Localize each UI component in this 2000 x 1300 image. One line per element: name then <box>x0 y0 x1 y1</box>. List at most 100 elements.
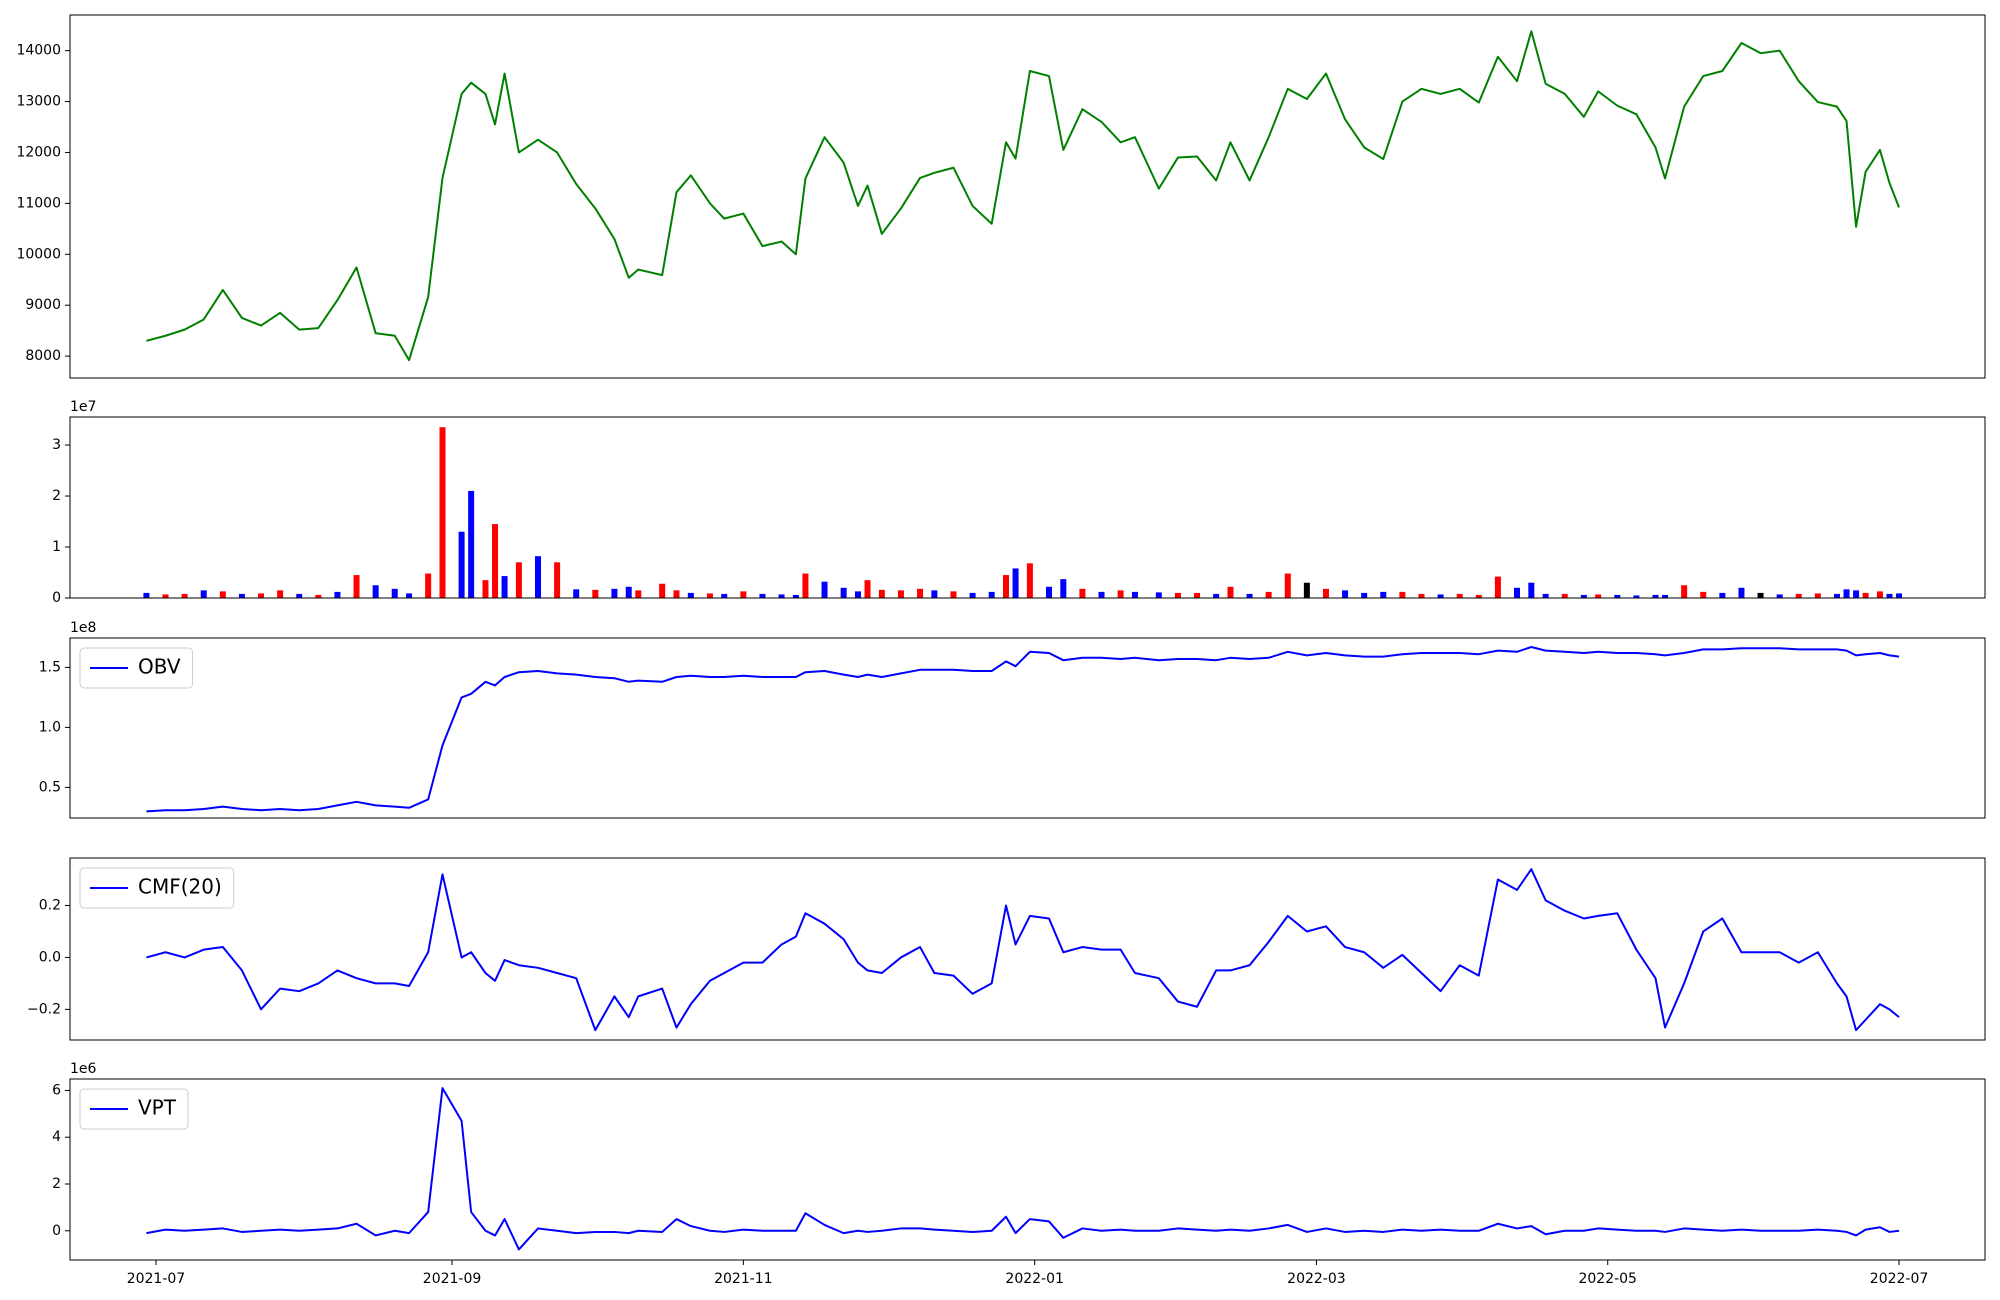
bar <box>1795 593 1802 598</box>
y-tick-label: 12000 <box>16 144 61 160</box>
bar <box>1342 590 1349 598</box>
bar <box>840 587 847 598</box>
bar <box>1303 582 1310 598</box>
plot-frame <box>69 637 1986 819</box>
bar <box>1418 593 1425 598</box>
y-tick-label: −0.2 <box>27 1001 61 1017</box>
bar <box>1681 585 1688 598</box>
bar <box>1776 594 1783 598</box>
bar <box>1633 595 1640 598</box>
y-tick-label: 14000 <box>16 43 61 59</box>
bar <box>482 580 489 598</box>
plot-frame <box>69 857 1986 1041</box>
bar <box>458 531 465 598</box>
bar <box>1513 587 1520 598</box>
x-tick-label: 2022-01 <box>1005 1271 1064 1287</box>
bar <box>573 589 580 598</box>
bar <box>673 590 680 598</box>
x-tick-label: 2022-03 <box>1287 1271 1346 1287</box>
bar <box>554 562 561 598</box>
bar <box>406 593 413 598</box>
bar <box>1213 593 1220 598</box>
bar <box>1561 593 1568 598</box>
bar <box>1045 586 1052 598</box>
bar <box>1886 593 1893 598</box>
bar <box>1853 590 1860 598</box>
y-tick-label: 13000 <box>16 94 61 110</box>
legend-box <box>79 647 194 689</box>
legend-box <box>79 867 235 909</box>
bar <box>706 593 713 598</box>
bar <box>740 591 747 598</box>
bar <box>1012 568 1019 598</box>
bar <box>687 592 694 598</box>
y-tick-label: 0.2 <box>39 898 61 914</box>
legend-box <box>79 1088 189 1130</box>
bar <box>1528 582 1535 598</box>
bar <box>864 580 871 598</box>
bar <box>1494 576 1501 598</box>
bar <box>1437 594 1444 598</box>
y-tick-label: 0.5 <box>39 779 61 795</box>
bar <box>1174 592 1181 598</box>
bar <box>1738 587 1745 598</box>
bar <box>1757 592 1764 598</box>
bar <box>592 589 599 598</box>
bar <box>1117 590 1124 598</box>
bar <box>854 591 861 598</box>
y-tick-label: 0.0 <box>39 949 61 965</box>
x-tick-label: 2021-09 <box>423 1271 482 1287</box>
bar <box>1662 594 1669 598</box>
axis-offset-label: 1e8 <box>70 620 96 636</box>
bar <box>659 583 666 598</box>
bar <box>1194 592 1201 598</box>
x-tick-label: 2022-05 <box>1578 1271 1637 1287</box>
x-tick-label: 2022-07 <box>1870 1271 1929 1287</box>
bar <box>372 585 379 598</box>
y-tick-label: 1.0 <box>39 719 61 735</box>
plot-frame <box>69 1078 1986 1261</box>
bar <box>1456 593 1463 598</box>
bar <box>1843 589 1850 598</box>
y-tick-label: 0 <box>52 1223 61 1239</box>
bar <box>1862 592 1869 598</box>
bar <box>277 590 284 598</box>
y-tick-label: 10000 <box>16 246 61 262</box>
bar <box>315 594 322 598</box>
bar <box>1361 592 1368 598</box>
bar <box>1380 591 1387 598</box>
y-tick-label: 6 <box>52 1082 61 1098</box>
bar <box>1580 594 1587 598</box>
bar <box>917 588 924 598</box>
bar <box>821 581 828 598</box>
y-tick-label: 1 <box>52 539 61 555</box>
bar <box>1322 588 1329 598</box>
bar <box>1595 594 1602 598</box>
bar <box>501 576 508 598</box>
bar <box>778 594 785 598</box>
bar <box>969 592 976 598</box>
bar <box>931 590 938 598</box>
legend-label: OBV <box>138 655 181 679</box>
bar <box>353 575 360 598</box>
bar <box>143 592 150 598</box>
bar <box>792 594 799 598</box>
bar <box>425 573 432 598</box>
bar <box>1026 563 1033 598</box>
bar <box>1814 593 1821 598</box>
bar <box>897 590 904 598</box>
y-tick-label: 0 <box>52 590 61 606</box>
bar <box>219 591 226 598</box>
bar <box>515 562 522 598</box>
bar <box>802 573 809 598</box>
y-tick-label: 11000 <box>16 195 61 211</box>
line <box>146 646 1900 813</box>
y-tick-label: 9000 <box>25 297 61 313</box>
bar <box>535 556 542 598</box>
bar <box>296 593 303 598</box>
bar <box>988 591 995 598</box>
bar <box>1265 591 1272 598</box>
line <box>146 1087 1900 1251</box>
